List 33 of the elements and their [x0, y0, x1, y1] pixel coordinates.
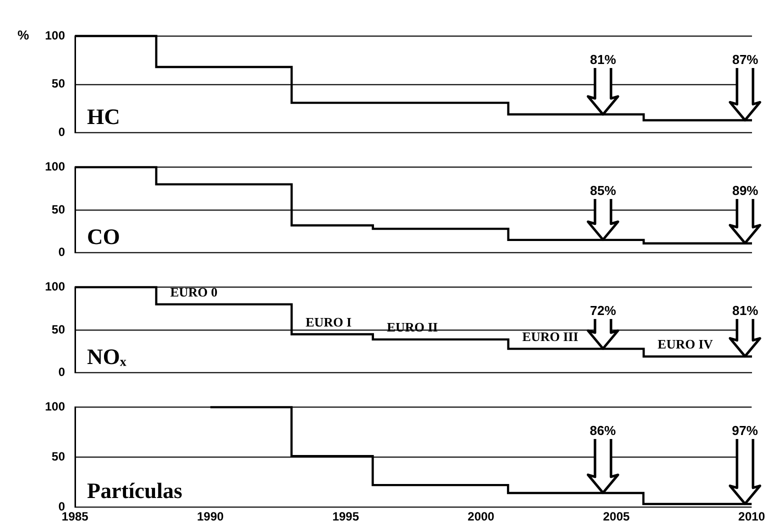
- y-tick-label: 100: [44, 400, 66, 414]
- y-tick-label: 50: [52, 322, 66, 336]
- data-label: EURO IV: [658, 336, 714, 352]
- y-tick-label: 100: [44, 28, 66, 42]
- x-tick-label: 1990: [196, 510, 224, 524]
- data-label: EURO 0: [170, 284, 218, 300]
- x-tick-label: 2010: [738, 510, 766, 524]
- annotation: 81%: [732, 303, 759, 318]
- y-tick-label: 0: [58, 245, 66, 260]
- annotation: 81%: [590, 52, 617, 67]
- text: NOₓ: [87, 344, 127, 369]
- annotation: 85%: [590, 183, 617, 198]
- text: Partículas: [87, 478, 183, 503]
- data-label: EURO I: [306, 314, 352, 330]
- annotation: 89%: [732, 183, 759, 198]
- y-tick-label: 50: [52, 449, 66, 464]
- x-tick-label: 2005: [602, 510, 630, 524]
- y-tick-label: 100: [44, 280, 66, 294]
- y-tick-label: 0: [58, 125, 66, 140]
- y-tick-label: 100: [44, 160, 66, 174]
- annotation: 97%: [732, 423, 758, 438]
- data-label: EURO III: [522, 328, 578, 344]
- y-tick-label: 0: [58, 365, 66, 380]
- y-axis-title: %: [17, 28, 30, 43]
- y-tick-label: 50: [52, 202, 66, 216]
- annotation: 86%: [590, 423, 616, 438]
- text: CO: [87, 224, 120, 249]
- x-tick-label: 2000: [468, 510, 495, 524]
- text: HC: [87, 104, 120, 129]
- x-tick-label: 1995: [332, 510, 360, 524]
- annotation: 87%: [732, 52, 759, 67]
- annotation: 72%: [590, 303, 617, 318]
- y-tick-label: 50: [52, 76, 66, 91]
